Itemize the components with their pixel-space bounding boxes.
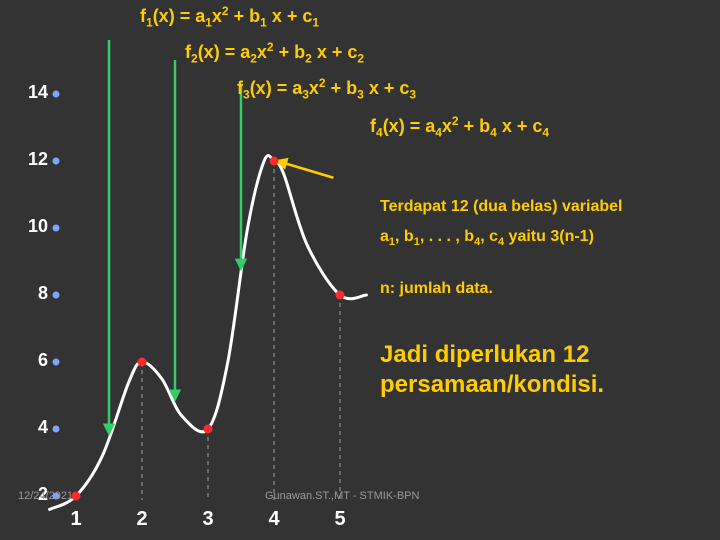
headline: Jadi diperlukan 12persamaan/kondisi.	[380, 340, 604, 400]
axis-marker	[53, 292, 60, 299]
x-tick-label: 4	[262, 508, 286, 531]
data-point	[336, 291, 345, 300]
x-tick-label: 1	[64, 508, 88, 531]
note: n: jumlah data.	[380, 280, 493, 298]
equation-f2: f2(x) = a2x2 + b2 x + c2	[185, 40, 364, 66]
y-tick-label: 14	[20, 82, 48, 103]
x-tick-label: 5	[328, 508, 352, 531]
y-tick-label: 6	[20, 350, 48, 371]
axis-marker	[53, 359, 60, 366]
x-tick-label: 2	[130, 508, 154, 531]
data-point	[270, 157, 279, 166]
equation-f4: f4(x) = a4x2 + b4 x + c4	[370, 114, 549, 140]
axis-marker	[53, 426, 60, 433]
axis-marker	[53, 91, 60, 98]
y-tick-label: 12	[20, 149, 48, 170]
footer-author: Gunawan.ST.,MT - STMIK-BPN	[265, 490, 419, 502]
footer-date: 12/24/2021	[18, 490, 73, 502]
x-tick-label: 3	[196, 508, 220, 531]
equation-f1: f1(x) = a1x2 + b1 x + c1	[140, 4, 319, 30]
note: Terdapat 12 (dua belas) variabel	[380, 198, 622, 216]
y-tick-label: 10	[20, 216, 48, 237]
data-point	[138, 358, 147, 367]
data-point	[204, 425, 213, 434]
note: a1, b1, . . . , b4, c4 yaitu 3(n-1)	[380, 228, 594, 248]
equation-f3: f3(x) = a3x2 + b3 x + c3	[237, 76, 416, 102]
axis-marker	[53, 158, 60, 165]
y-tick-label: 4	[20, 417, 48, 438]
axis-marker	[53, 225, 60, 232]
data-point	[72, 492, 81, 501]
y-tick-label: 8	[20, 283, 48, 304]
